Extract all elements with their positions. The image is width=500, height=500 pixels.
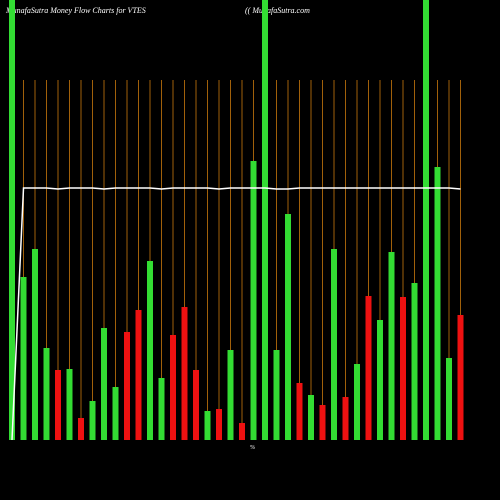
- bar: [227, 350, 234, 440]
- bar: [250, 161, 257, 440]
- bar: [411, 283, 418, 440]
- bar: [423, 0, 429, 440]
- chart-title: MunafaSutra Money Flow Charts for VTES: [5, 6, 146, 15]
- bar: [331, 249, 337, 440]
- bar: [273, 350, 280, 440]
- bar: [239, 423, 245, 440]
- money-flow-line: [11, 187, 461, 441]
- bar: [285, 214, 291, 440]
- bar: [342, 397, 349, 440]
- bar: [204, 411, 211, 440]
- bar: [135, 310, 142, 440]
- axis-label: %: [250, 445, 255, 451]
- bar: [43, 348, 50, 440]
- bar: [89, 401, 96, 440]
- bar: [101, 328, 107, 440]
- bar: [216, 409, 222, 440]
- bar: [20, 277, 27, 440]
- bar: [9, 0, 15, 440]
- bar: [262, 0, 268, 440]
- bar: [434, 167, 441, 440]
- bar: [446, 358, 452, 440]
- bar: [32, 249, 38, 440]
- bar: [158, 378, 165, 440]
- bar: [78, 418, 84, 440]
- bar: [55, 370, 61, 440]
- bar: [193, 370, 199, 440]
- bar: [181, 307, 188, 440]
- bar: [112, 387, 119, 440]
- bar: [319, 405, 326, 440]
- bar: [354, 364, 360, 440]
- bar: [147, 261, 153, 440]
- bar: [377, 320, 383, 440]
- bar: [124, 332, 130, 440]
- bar: [400, 297, 406, 440]
- bar: [308, 395, 314, 440]
- bar: [296, 383, 303, 440]
- bar: [388, 252, 395, 440]
- bar: [170, 335, 176, 440]
- watermark: (( MunafaSutra.com: [245, 6, 310, 15]
- bar: [365, 296, 372, 440]
- bar: [66, 369, 73, 440]
- bar: [457, 315, 464, 440]
